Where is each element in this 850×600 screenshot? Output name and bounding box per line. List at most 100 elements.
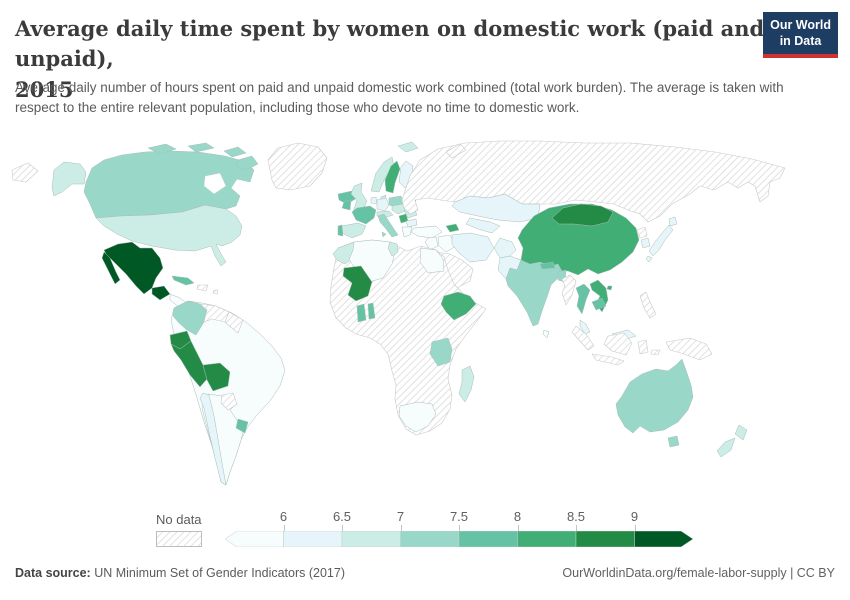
country-maluku[interactable] (650, 349, 661, 356)
legend-bin->9[interactable] (634, 530, 694, 548)
country-nepal[interactable] (539, 261, 556, 270)
legend-bin-8.5-9[interactable] (575, 530, 635, 548)
country-svalbard[interactable] (397, 141, 419, 153)
legend-bin-7-7.5[interactable] (400, 530, 460, 548)
page-title: Average daily time spent by women on dom… (15, 14, 767, 105)
country-syria[interactable] (424, 236, 439, 251)
footer-link[interactable]: OurWorldinData.org/female-labor-supply |… (562, 566, 835, 580)
country-malaysia-peninsula[interactable] (579, 319, 591, 335)
country-hungary[interactable] (391, 203, 408, 215)
country-venezuela[interactable] (199, 303, 230, 323)
country-mexico-baja[interactable] (101, 251, 121, 285)
country-novaya-zemlya[interactable] (445, 143, 467, 159)
country-bolivia[interactable] (202, 362, 231, 392)
country-greece[interactable] (401, 226, 413, 238)
country-italy[interactable] (377, 213, 399, 238)
country-japan-honshu[interactable] (648, 224, 674, 257)
country-germany[interactable] (376, 197, 390, 212)
country-russia[interactable] (401, 140, 786, 223)
country-cambodia[interactable] (591, 297, 607, 311)
legend-bin-6.5-7[interactable] (341, 530, 401, 548)
country-usa[interactable] (95, 204, 243, 267)
legend-tick-mark (459, 525, 460, 531)
country-new-guinea[interactable] (665, 337, 713, 361)
country-ireland[interactable] (341, 199, 352, 211)
country-sweden[interactable] (384, 160, 401, 194)
country-nz-north[interactable] (734, 424, 748, 441)
country-sulawesi[interactable] (637, 339, 649, 355)
data-source: Data source: UN Minimum Set of Gender In… (15, 566, 345, 580)
world-map (11, 140, 786, 486)
country-ghana[interactable] (356, 303, 367, 323)
country-tasmania[interactable] (667, 435, 680, 448)
owid-logo[interactable]: Our World in Data (763, 12, 838, 59)
country-india[interactable] (505, 259, 563, 327)
country-alaska[interactable] (51, 161, 87, 197)
country-greenland[interactable] (267, 142, 328, 191)
country-portugal[interactable] (337, 224, 344, 237)
country-bulgaria[interactable] (405, 218, 418, 228)
country-mali[interactable] (342, 265, 373, 302)
country-hainan[interactable] (606, 285, 613, 291)
country-iran[interactable] (451, 232, 495, 263)
country-uruguay[interactable] (235, 418, 249, 434)
country-canada[interactable] (83, 150, 255, 219)
country-thailand[interactable] (575, 283, 591, 315)
country-chile[interactable] (199, 392, 227, 486)
country-australia[interactable] (615, 358, 694, 434)
country-sri-lanka[interactable] (542, 329, 550, 339)
country-canada-arctic-3[interactable] (223, 146, 247, 158)
legend-tick-mark (517, 525, 519, 531)
legend-bin-8-8.5[interactable] (517, 530, 577, 548)
country-japan-kyushu[interactable] (645, 255, 653, 263)
country-spain[interactable] (339, 222, 367, 239)
country-norway[interactable] (370, 156, 395, 193)
country-chukotka[interactable] (11, 162, 39, 183)
country-france[interactable] (351, 205, 377, 225)
country-central-asia[interactable] (465, 217, 501, 234)
country-caribbean[interactable] (212, 289, 219, 295)
country-philippines[interactable] (639, 291, 657, 319)
country-canada-baffin[interactable] (235, 155, 259, 171)
country-cuba[interactable] (171, 275, 195, 286)
country-canada-arctic-2[interactable] (187, 142, 215, 153)
legend-bin-7.5-8[interactable] (458, 530, 518, 548)
legend-bin-6-6.5[interactable] (283, 530, 343, 548)
country-benelux[interactable] (370, 196, 378, 205)
country-myanmar[interactable] (561, 274, 577, 306)
country-azerbaijan[interactable] (445, 223, 460, 233)
country-hispaniola[interactable] (196, 284, 209, 292)
country-java[interactable] (591, 353, 625, 366)
data-source-text: UN Minimum Set of Gender Indicators (201… (90, 566, 346, 580)
country-south-africa[interactable] (398, 401, 437, 433)
title-line2: 2015 (15, 76, 74, 102)
country-sumatra[interactable] (571, 325, 595, 351)
country-guatemala[interactable] (151, 285, 171, 301)
country-japan-hokkaido[interactable] (668, 216, 678, 227)
country-nz-south[interactable] (716, 437, 736, 458)
country-mongolia[interactable] (551, 203, 614, 227)
no-data-swatch[interactable] (156, 531, 202, 547)
country-kalimantan[interactable] (603, 332, 633, 356)
country-north-korea[interactable] (636, 226, 648, 239)
country-tanzania[interactable] (429, 337, 453, 367)
country-iraq[interactable] (437, 234, 457, 253)
country-mexico[interactable] (103, 241, 164, 295)
legend-bin-<6[interactable] (224, 530, 284, 548)
country-egypt[interactable] (419, 247, 445, 274)
country-turkey[interactable] (410, 225, 443, 239)
country-paraguay[interactable] (220, 392, 238, 411)
country-sicily[interactable] (381, 231, 387, 238)
legend-tick-mark (283, 525, 285, 531)
country-south-korea[interactable] (640, 237, 651, 249)
country-china[interactable] (517, 203, 640, 276)
legend-color-bar[interactable] (224, 530, 694, 548)
country-madagascar[interactable] (458, 365, 475, 403)
country-canada-arctic-1[interactable] (147, 143, 177, 155)
country-colombia[interactable] (172, 300, 208, 336)
country-afghanistan[interactable] (493, 237, 517, 259)
country-benin[interactable] (367, 302, 376, 320)
country-ethiopia[interactable] (440, 291, 477, 321)
country-guyanas[interactable] (224, 311, 244, 334)
country-tunisia[interactable] (387, 241, 399, 257)
